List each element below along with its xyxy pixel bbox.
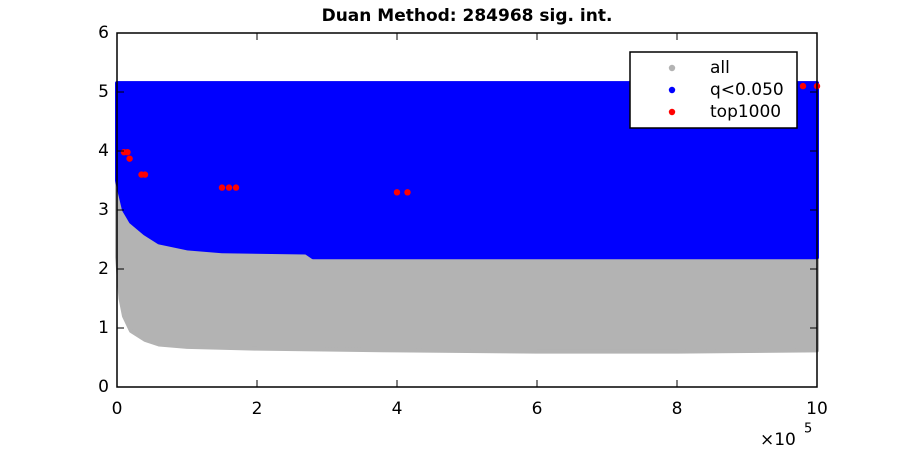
point <box>232 184 240 191</box>
x-tick-label: 0 <box>112 399 123 419</box>
legend-label: all <box>710 58 730 78</box>
y-tick-label: 1 <box>98 318 109 338</box>
point <box>124 148 131 156</box>
y-tick-label: 5 <box>98 82 109 102</box>
legend-label: q<0.050 <box>710 80 784 100</box>
x-exponent-power: 5 <box>804 422 812 437</box>
chart-title: Duan Method: 284968 sig. int. <box>322 6 613 26</box>
y-tick-label: 3 <box>98 200 109 220</box>
point <box>225 184 233 191</box>
y-tick-label: 2 <box>98 259 109 279</box>
point <box>141 171 149 178</box>
legend-box <box>629 51 798 129</box>
point <box>799 82 807 90</box>
legend-marker <box>668 64 676 72</box>
x-tick-label: 8 <box>672 399 683 419</box>
point <box>218 184 226 191</box>
legend-label: top1000 <box>710 102 781 122</box>
y-tick-label: 6 <box>98 23 109 43</box>
y-tick-label: 0 <box>98 377 109 397</box>
legend-marker <box>668 108 676 116</box>
x-tick-label: 10 <box>806 399 828 419</box>
y-tick-label: 4 <box>98 141 109 161</box>
x-tick-label: 6 <box>532 399 543 419</box>
x-exponent-base: ×10 <box>760 430 796 450</box>
x-tick-label: 4 <box>392 399 403 419</box>
point <box>126 155 133 162</box>
legend-marker <box>668 86 676 94</box>
point <box>393 189 401 196</box>
x-tick-label: 2 <box>252 399 263 419</box>
point <box>404 189 411 196</box>
